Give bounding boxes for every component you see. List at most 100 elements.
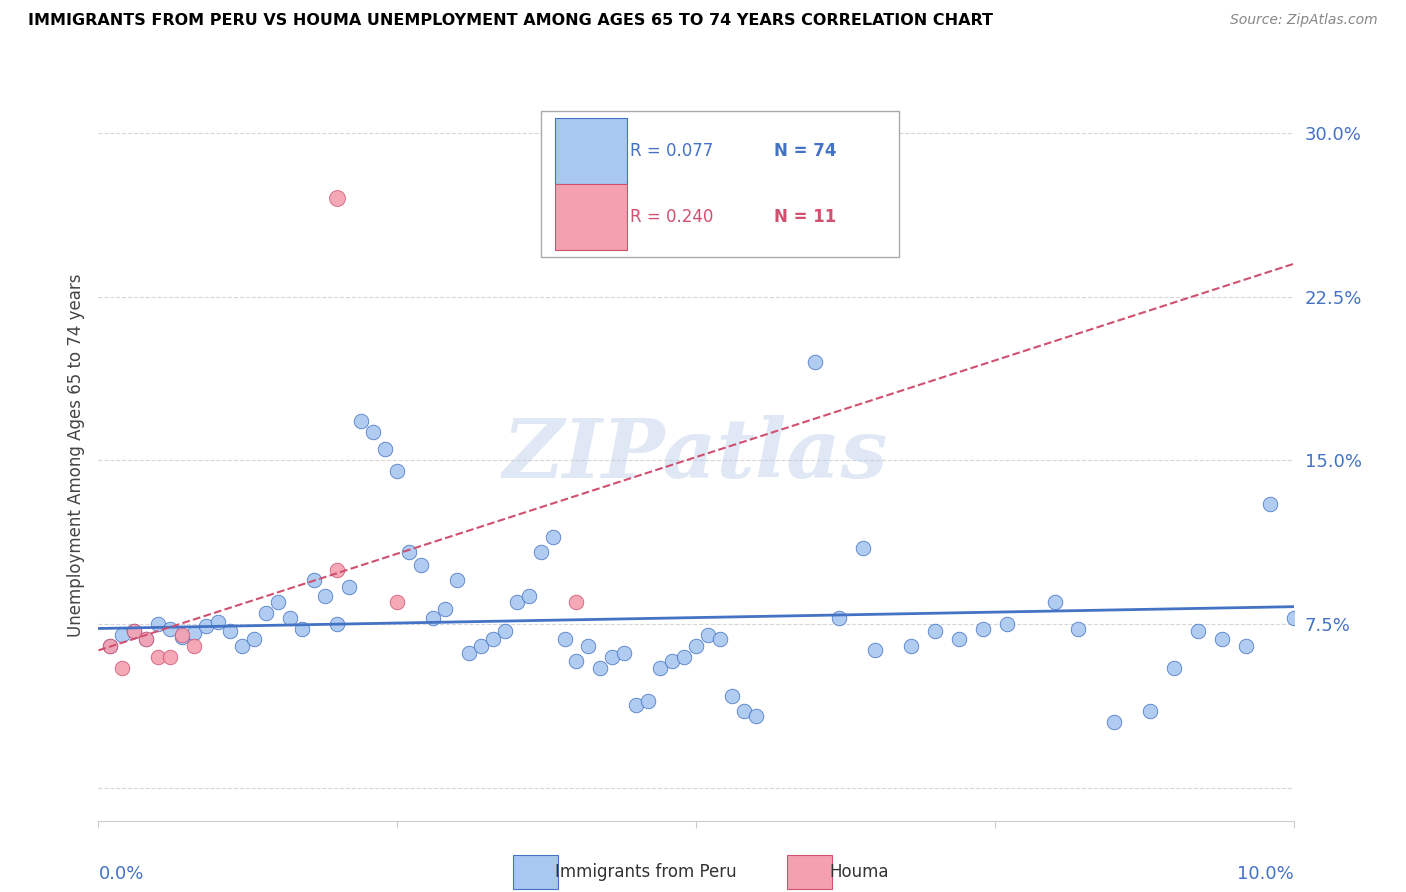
FancyBboxPatch shape xyxy=(555,185,627,250)
Point xyxy=(733,705,755,719)
Point xyxy=(243,632,266,647)
Point xyxy=(172,630,194,644)
Point xyxy=(254,606,277,620)
Point xyxy=(194,619,218,633)
Point xyxy=(98,639,122,653)
Point xyxy=(1282,610,1305,624)
Point xyxy=(600,649,623,664)
Text: N = 74: N = 74 xyxy=(773,143,837,161)
Point xyxy=(207,615,229,629)
Point xyxy=(541,530,564,544)
Text: Immigrants from Peru: Immigrants from Peru xyxy=(555,863,737,881)
FancyBboxPatch shape xyxy=(540,112,900,258)
Point xyxy=(326,191,349,205)
Point xyxy=(183,639,205,653)
Point xyxy=(673,649,696,664)
Point xyxy=(148,649,170,664)
Point xyxy=(278,610,301,624)
Text: 10.0%: 10.0% xyxy=(1237,864,1294,882)
Point xyxy=(470,639,492,653)
Point xyxy=(865,643,887,657)
Point xyxy=(458,646,481,660)
Point xyxy=(124,624,146,638)
Point xyxy=(1104,715,1126,730)
Point xyxy=(124,624,146,638)
Point xyxy=(506,595,529,609)
Point xyxy=(98,639,122,653)
Point xyxy=(1187,624,1209,638)
Point xyxy=(422,610,444,624)
Point xyxy=(111,661,134,675)
Point xyxy=(624,698,647,712)
Point xyxy=(565,595,588,609)
Point xyxy=(494,624,516,638)
Point xyxy=(1211,632,1233,647)
Point xyxy=(554,632,576,647)
Point xyxy=(290,622,312,636)
Point xyxy=(350,414,373,428)
Point xyxy=(1043,595,1066,609)
Point xyxy=(565,654,588,668)
Point xyxy=(517,589,540,603)
Point xyxy=(721,689,744,703)
Text: ZIPatlas: ZIPatlas xyxy=(503,415,889,495)
Point xyxy=(135,632,157,647)
Point xyxy=(183,625,205,640)
Point xyxy=(745,709,768,723)
Point xyxy=(613,646,636,660)
Text: Source: ZipAtlas.com: Source: ZipAtlas.com xyxy=(1230,13,1378,28)
Point xyxy=(315,589,337,603)
Point xyxy=(326,563,349,577)
Y-axis label: Unemployment Among Ages 65 to 74 years: Unemployment Among Ages 65 to 74 years xyxy=(66,273,84,637)
Point xyxy=(1234,639,1257,653)
Point xyxy=(339,580,360,594)
Point xyxy=(852,541,875,555)
Point xyxy=(159,622,181,636)
Point xyxy=(529,545,551,559)
Point xyxy=(948,632,970,647)
Point xyxy=(385,595,409,609)
Point xyxy=(1067,622,1090,636)
Point xyxy=(661,654,683,668)
Point xyxy=(1139,705,1161,719)
Point xyxy=(924,624,946,638)
Point xyxy=(828,610,851,624)
Point xyxy=(697,628,720,642)
Point xyxy=(900,639,922,653)
Point xyxy=(481,632,505,647)
Point xyxy=(1163,661,1185,675)
Text: IMMIGRANTS FROM PERU VS HOUMA UNEMPLOYMENT AMONG AGES 65 TO 74 YEARS CORRELATION: IMMIGRANTS FROM PERU VS HOUMA UNEMPLOYME… xyxy=(28,13,993,29)
Point xyxy=(159,649,181,664)
Point xyxy=(374,442,396,457)
Point xyxy=(148,617,170,632)
Point xyxy=(578,639,600,653)
Point xyxy=(267,595,290,609)
Text: Houma: Houma xyxy=(830,863,889,881)
Point xyxy=(648,661,672,675)
Point xyxy=(709,632,731,647)
Point xyxy=(385,464,409,478)
Point xyxy=(685,639,707,653)
Point xyxy=(637,693,659,707)
Point xyxy=(446,574,468,588)
Point xyxy=(219,624,242,638)
Text: N = 11: N = 11 xyxy=(773,208,837,227)
FancyBboxPatch shape xyxy=(555,119,627,185)
Point xyxy=(135,632,157,647)
Point xyxy=(804,355,827,369)
Point xyxy=(363,425,385,439)
Point xyxy=(326,617,349,632)
Text: 0.0%: 0.0% xyxy=(98,864,143,882)
Point xyxy=(589,661,612,675)
Point xyxy=(411,558,433,573)
Point xyxy=(972,622,994,636)
Point xyxy=(398,545,420,559)
Point xyxy=(111,628,134,642)
Point xyxy=(302,574,325,588)
Point xyxy=(231,639,253,653)
Point xyxy=(172,628,194,642)
Text: R = 0.077: R = 0.077 xyxy=(630,143,713,161)
Point xyxy=(995,617,1018,632)
Point xyxy=(1258,497,1281,511)
Text: R = 0.240: R = 0.240 xyxy=(630,208,714,227)
